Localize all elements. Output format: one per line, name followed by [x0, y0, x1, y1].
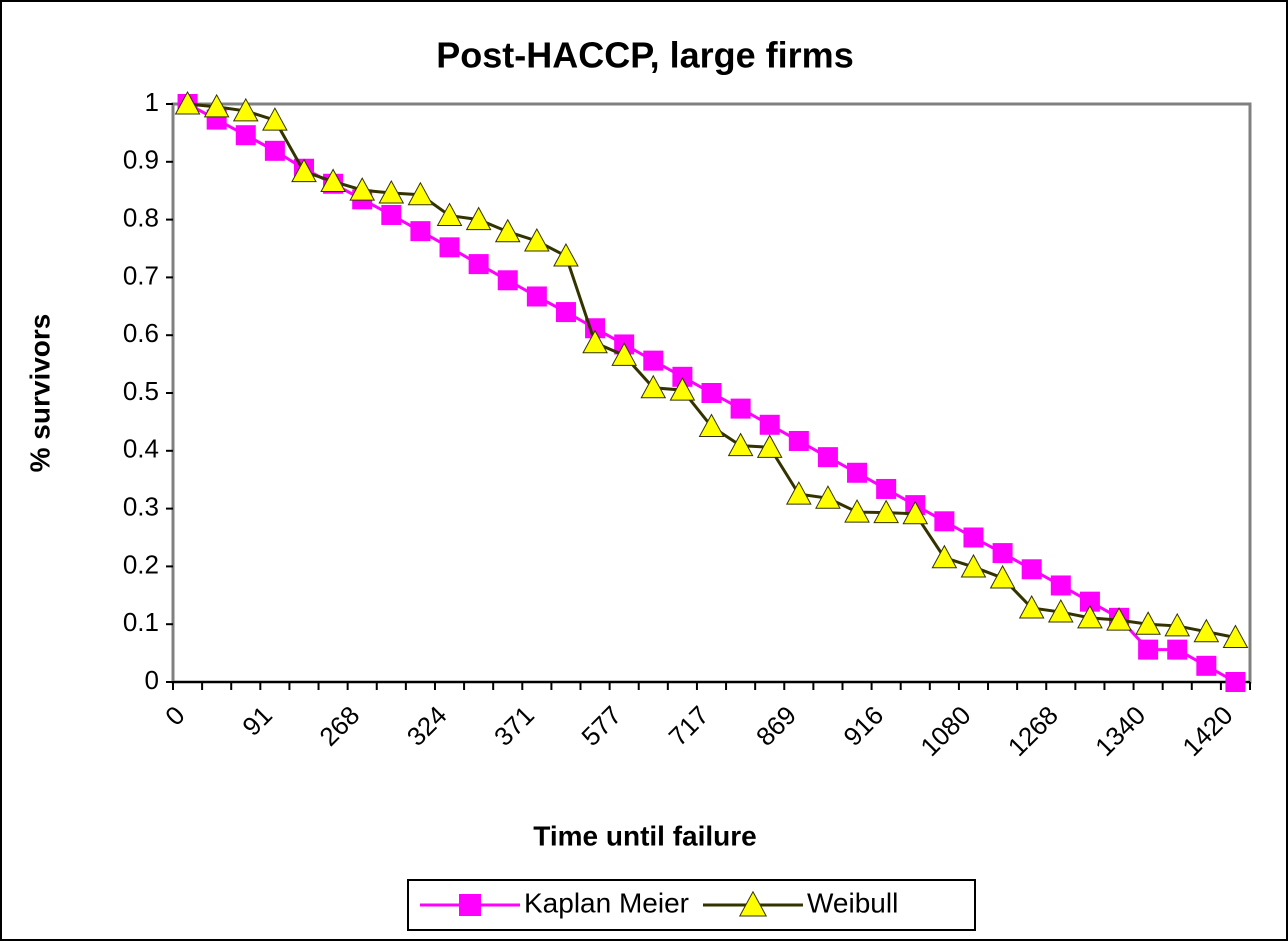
marker [497, 270, 518, 291]
marker [174, 90, 201, 115]
marker [1106, 607, 1132, 631]
marker [1167, 639, 1188, 660]
marker [439, 237, 460, 258]
x-axis-label: Time until failure [533, 820, 757, 851]
marker [524, 227, 550, 252]
y-tick-label: 0.4 [123, 434, 159, 464]
legend-marker [738, 890, 768, 917]
marker [817, 447, 838, 468]
marker [643, 350, 664, 371]
marker [378, 179, 405, 204]
marker [494, 218, 521, 243]
marker [1135, 611, 1161, 635]
y-tick-label: 0.8 [123, 202, 159, 232]
marker [698, 413, 725, 438]
marker [963, 527, 984, 548]
marker [262, 107, 288, 131]
marker [1164, 612, 1191, 637]
marker [1021, 559, 1042, 580]
marker [1193, 618, 1220, 643]
legend-label: Kaplan Meier [524, 887, 689, 918]
marker [672, 366, 693, 387]
marker [611, 342, 638, 366]
marker [876, 478, 897, 499]
marker [960, 553, 987, 578]
marker [989, 564, 1016, 589]
marker [640, 374, 667, 399]
marker [582, 329, 608, 354]
marker [847, 462, 868, 483]
y-tick-label: 0.6 [123, 318, 159, 348]
marker [264, 140, 285, 161]
marker [1079, 591, 1100, 612]
y-axis-label: % survivors [24, 314, 55, 473]
marker [1047, 599, 1074, 623]
marker [465, 206, 492, 231]
marker [407, 181, 434, 206]
y-tick-label: 0.9 [123, 145, 159, 175]
chart-title: Post-HACCP, large firms [436, 35, 853, 76]
marker [873, 499, 899, 524]
marker [992, 543, 1013, 564]
marker [349, 177, 376, 201]
marker [1018, 594, 1045, 619]
y-tick-label: 0.5 [123, 376, 159, 406]
marker [235, 125, 256, 146]
marker [730, 398, 751, 419]
legend-marker [459, 894, 481, 916]
marker [902, 500, 929, 525]
marker [756, 434, 783, 458]
y-tick-label: 0.1 [123, 607, 159, 637]
marker [759, 414, 780, 435]
marker [934, 511, 955, 532]
y-tick-label: 1 [145, 87, 159, 117]
y-tick-label: 0.2 [123, 549, 159, 579]
marker [1196, 655, 1217, 676]
marker [815, 485, 841, 509]
marker [727, 432, 754, 457]
marker [788, 430, 809, 451]
marker [844, 499, 870, 523]
marker [436, 202, 463, 227]
marker [203, 93, 230, 118]
y-tick-label: 0 [145, 665, 159, 695]
marker [468, 254, 489, 275]
marker [381, 204, 402, 225]
marker [785, 481, 812, 505]
marker [1138, 639, 1159, 660]
marker [232, 97, 259, 122]
marker [410, 221, 431, 242]
marker [1077, 604, 1103, 629]
marker [931, 544, 958, 569]
marker [555, 302, 576, 323]
marker [701, 383, 722, 403]
marker [1222, 624, 1249, 648]
marker [291, 158, 317, 183]
marker [320, 168, 346, 192]
marker [1050, 575, 1071, 596]
marker [553, 242, 579, 267]
legend-label: Weibull [807, 887, 898, 918]
marker [669, 377, 696, 401]
marker [526, 286, 547, 307]
y-tick-label: 0.3 [123, 491, 159, 521]
marker [1225, 672, 1246, 692]
y-tick-label: 0.7 [123, 260, 159, 290]
